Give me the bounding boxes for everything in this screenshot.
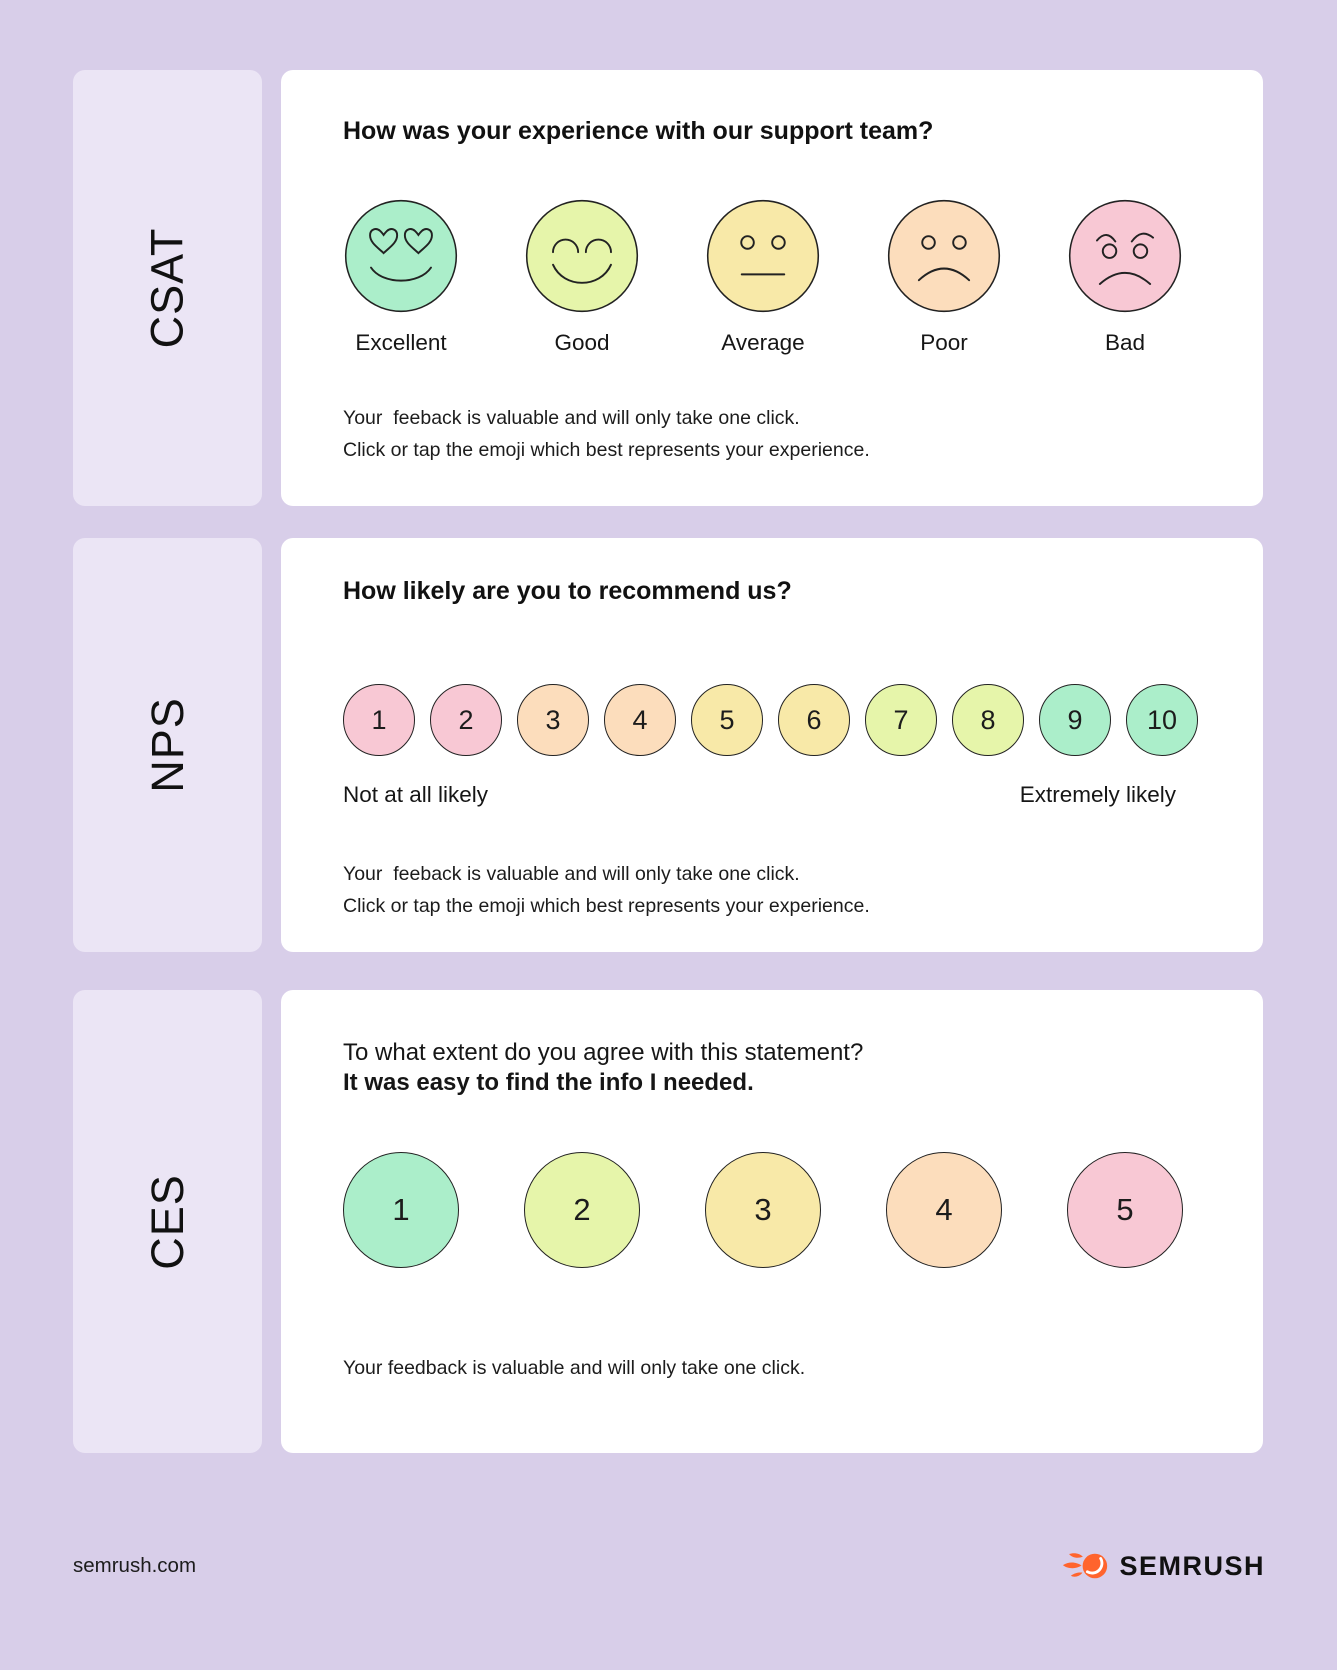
ces-side-label: CES [141,1173,193,1270]
nps-scale-labels: Not at all likely Extremely likely [343,782,1176,808]
csat-emoji-scale: Excellent Good [343,198,1207,356]
nps-option-7[interactable]: 7 [865,684,937,756]
nps-question: How likely are you to recommend us? [343,577,792,605]
ces-option-5[interactable]: 5 [1067,1152,1183,1268]
csat-option-bad[interactable]: Bad [1067,198,1183,356]
nps-option-9[interactable]: 9 [1039,684,1111,756]
neutral-face-icon [706,199,820,313]
nps-section: NPS How likely are you to recommend us? … [73,538,1263,952]
nps-option-10[interactable]: 10 [1126,684,1198,756]
ces-option-2[interactable]: 2 [524,1152,640,1268]
nps-option-5[interactable]: 5 [691,684,763,756]
csat-note-line2: Click or tap the emoji which best repres… [343,439,870,461]
nps-option-1[interactable]: 1 [343,684,415,756]
semrush-logo: SEMRUSH [1062,1548,1265,1584]
ces-notes: Your feedback is valuable and will only … [343,1352,1207,1384]
footer: semrush.com SEMRUSH [73,1548,1265,1584]
ces-question-line1: To what extent do you agree with this st… [343,1039,864,1066]
semrush-wordmark: SEMRUSH [1119,1550,1265,1581]
nps-option-6[interactable]: 6 [778,684,850,756]
survey-types-infographic: CSAT How was your experience with our su… [0,70,1337,1584]
nps-note-line1: Your feeback is valuable and will only t… [343,863,800,885]
csat-side-panel: CSAT [73,70,262,506]
semrush-fireball-icon [1063,1553,1108,1579]
smiling-face-icon [525,199,639,313]
frowning-face-icon [887,199,1001,313]
nps-side-panel: NPS [73,538,262,952]
nps-option-8[interactable]: 8 [952,684,1024,756]
nps-option-2[interactable]: 2 [430,684,502,756]
csat-option-label-bad: Bad [1104,330,1146,355]
csat-section: CSAT How was your experience with our su… [73,70,1263,506]
csat-card: How was your experience with our support… [281,70,1263,506]
ces-note-line1: Your feedback is valuable and will only … [343,1357,806,1379]
nps-min-label: Not at all likely [343,782,489,807]
site-url: semrush.com [73,1554,197,1577]
ces-option-1[interactable]: 1 [343,1152,459,1268]
csat-option-excellent[interactable]: Excellent [343,198,459,356]
angry-face-icon [1068,199,1182,313]
nps-side-label: NPS [141,697,193,793]
csat-option-average[interactable]: Average [705,198,821,356]
ces-side-panel: CES [73,990,262,1453]
csat-question: How was your experience with our support… [343,117,934,145]
csat-option-good[interactable]: Good [524,198,640,356]
csat-option-poor[interactable]: Poor [886,198,1002,356]
nps-card: How likely are you to recommend us? 1 2 … [281,538,1263,952]
ces-scale: 1 2 3 4 5 [343,1152,1207,1268]
csat-option-label-average: Average [721,330,805,355]
nps-scale: 1 2 3 4 5 6 7 8 9 10 [343,684,1207,756]
csat-side-label: CSAT [141,227,193,349]
nps-notes: Your feeback is valuable and will only t… [343,858,1207,922]
nps-option-3[interactable]: 3 [517,684,589,756]
ces-section: CES To what extent do you agree with thi… [73,990,1263,1453]
csat-notes: Your feeback is valuable and will only t… [343,402,1207,466]
ces-card: To what extent do you agree with this st… [281,990,1263,1453]
csat-option-label-excellent: Excellent [355,330,447,355]
nps-note-line2: Click or tap the emoji which best repres… [343,895,870,917]
nps-option-4[interactable]: 4 [604,684,676,756]
heart-eyes-face-icon [344,199,458,313]
ces-option-4[interactable]: 4 [886,1152,1002,1268]
ces-option-3[interactable]: 3 [705,1152,821,1268]
csat-option-label-poor: Poor [920,330,968,355]
nps-max-label: Extremely likely [1019,782,1176,807]
ces-question-line2: It was easy to find the info I needed. [343,1069,754,1096]
csat-note-line1: Your feeback is valuable and will only t… [343,407,800,429]
csat-option-label-good: Good [554,330,610,355]
